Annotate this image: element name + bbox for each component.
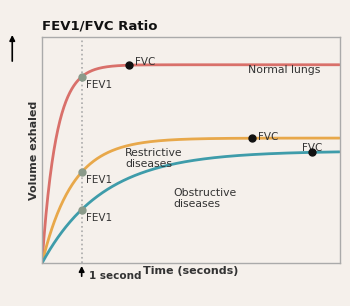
Text: FVC: FVC [258, 132, 279, 142]
X-axis label: Time (seconds): Time (seconds) [143, 266, 238, 276]
Text: 1 second: 1 second [89, 271, 141, 281]
Text: FVC: FVC [302, 143, 322, 153]
Text: Normal lungs: Normal lungs [248, 65, 321, 75]
Text: FEV1: FEV1 [86, 175, 113, 185]
Text: Obstructive
diseases: Obstructive diseases [173, 188, 236, 209]
Text: FEV1/FVC Ratio: FEV1/FVC Ratio [42, 20, 158, 33]
Text: FVC: FVC [135, 57, 156, 66]
Text: FEV1: FEV1 [86, 80, 113, 90]
Text: FEV1: FEV1 [86, 213, 113, 223]
Y-axis label: Volume exhaled: Volume exhaled [29, 100, 39, 200]
Text: Restrictive
diseases: Restrictive diseases [125, 148, 183, 169]
